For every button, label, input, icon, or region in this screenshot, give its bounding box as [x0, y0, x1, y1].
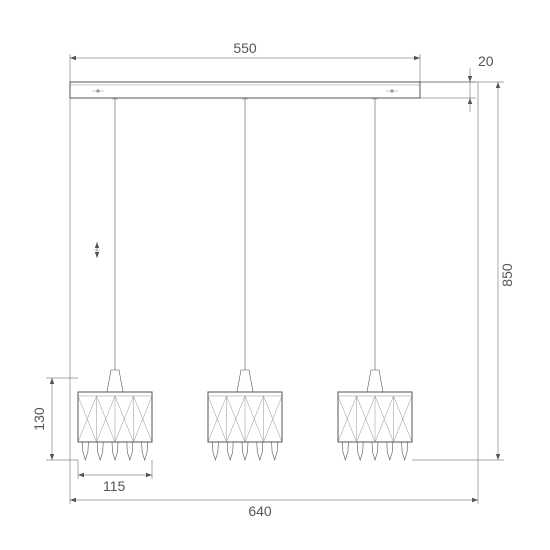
svg-text:850: 850 — [499, 263, 515, 287]
svg-text:20: 20 — [478, 53, 494, 69]
svg-text:115: 115 — [103, 478, 126, 494]
svg-text:550: 550 — [233, 40, 257, 56]
svg-text:130: 130 — [31, 407, 47, 431]
svg-text:640: 640 — [248, 503, 272, 519]
